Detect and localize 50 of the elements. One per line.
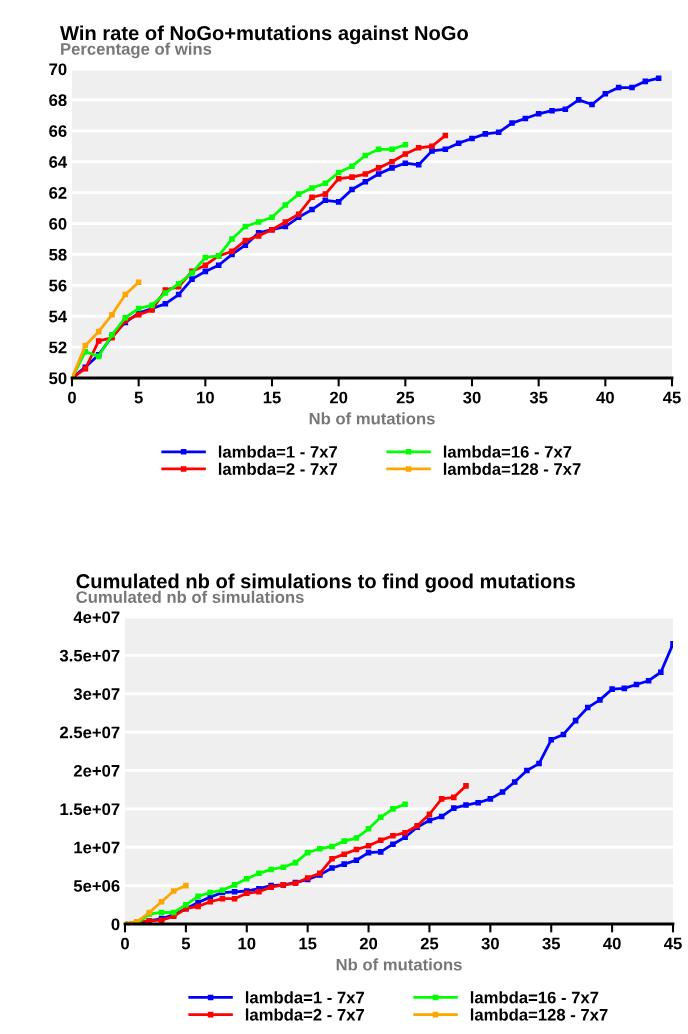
legend-label: lambda=1 - 7x7 [218, 445, 338, 458]
x-tick-label: 45 [663, 937, 682, 950]
legend-label: lambda=2 - 7x7 [218, 462, 338, 475]
legend-label: lambda=2 - 7x7 [245, 1008, 365, 1021]
y-tick-label: 64 [49, 156, 68, 168]
x-tick-label: 30 [481, 937, 499, 950]
y-tick-label: 54 [49, 310, 68, 323]
y-tick-label: 3e+07 [73, 688, 120, 700]
y-tick-label: 1e+07 [74, 841, 120, 854]
x-tick-label: 30 [463, 391, 481, 404]
x-tick-label: 5 [181, 937, 191, 950]
x-axis-title: Nb of mutations [309, 412, 435, 425]
y-tick-label: 4e+07 [73, 611, 120, 624]
y-tick-label: 66 [49, 125, 67, 137]
y-tick-label: 56 [49, 279, 67, 292]
legend-label: lambda=1 - 7x7 [245, 991, 365, 1004]
y-tick-label: 62 [49, 187, 67, 199]
y-tick-label: 0 [111, 918, 120, 931]
y-tick-label: 3.5e+07 [59, 649, 120, 662]
y-tick-label: 70 [49, 63, 67, 76]
x-tick-label: 35 [542, 937, 561, 950]
x-tick-label: 15 [263, 391, 281, 404]
y-axis-title: Cumulated nb of simulations [76, 590, 304, 603]
x-tick-label: 5 [134, 391, 143, 404]
x-tick-label: 20 [329, 391, 348, 404]
y-tick-label: 68 [49, 94, 67, 107]
x-tick-label: 10 [238, 937, 256, 950]
y-tick-label: 58 [49, 248, 67, 261]
y-tick-label: 60 [49, 217, 67, 230]
x-tick-label: 10 [197, 391, 214, 404]
y-tick-label: 5e+06 [73, 880, 120, 892]
legend-label: lambda=128 - 7x7 [470, 1008, 608, 1021]
y-tick-label: 1.5e+07 [60, 803, 120, 816]
legend-label: lambda=16 - 7x7 [443, 445, 572, 458]
x-tick-label: 35 [529, 391, 548, 404]
y-tick-label: 2e+07 [73, 764, 120, 777]
x-tick-label: 20 [359, 937, 378, 950]
legend-label: lambda=128 - 7x7 [443, 462, 581, 475]
y-tick-label: 52 [49, 341, 67, 354]
x-tick-label: 45 [662, 391, 681, 404]
x-tick-label: 40 [596, 391, 614, 404]
y-tick-label: 50 [49, 372, 67, 385]
x-tick-label: 40 [603, 937, 621, 950]
x-tick-label: 0 [121, 937, 129, 950]
x-tick-label: 25 [420, 937, 439, 950]
y-tick-label: 2.5e+07 [60, 726, 120, 739]
x-tick-label: 15 [299, 937, 317, 950]
legend-label: lambda=16 - 7x7 [470, 991, 599, 1004]
x-axis-title: Nb of mutations [336, 958, 462, 971]
x-tick-label: 25 [396, 391, 415, 404]
